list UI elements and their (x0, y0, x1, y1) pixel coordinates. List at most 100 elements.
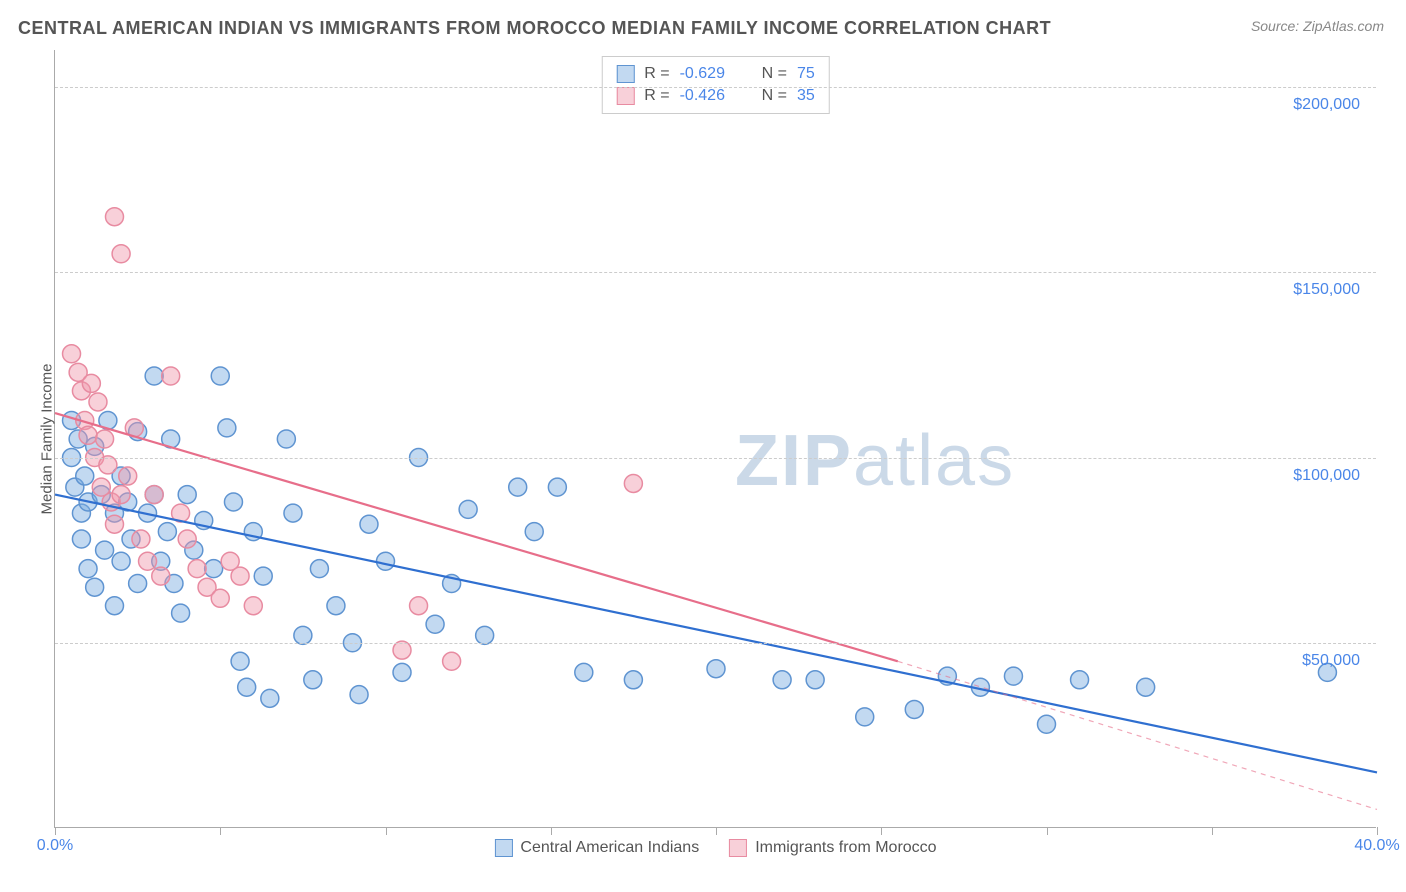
scatter-point (1004, 667, 1022, 685)
scatter-point (105, 208, 123, 226)
scatter-point (459, 500, 477, 518)
scatter-point (86, 578, 104, 596)
y-tick-label: $50,000 (1302, 652, 1360, 670)
scatter-point (856, 708, 874, 726)
scatter-point (72, 530, 90, 548)
scatter-point (1071, 671, 1089, 689)
scatter-point (624, 474, 642, 492)
scatter-point (129, 574, 147, 592)
scatter-point (188, 560, 206, 578)
scatter-point (105, 515, 123, 533)
scatter-point (89, 393, 107, 411)
x-tick (1212, 827, 1213, 835)
scatter-point (377, 552, 395, 570)
scatter-point (476, 626, 494, 644)
scatter-point (224, 493, 242, 511)
gridline-h (55, 87, 1376, 88)
scatter-point (96, 430, 114, 448)
gridline-h (55, 458, 1376, 459)
series-legend: Central American Indians Immigrants from … (494, 839, 936, 857)
scatter-point (112, 486, 130, 504)
scatter-point (76, 467, 94, 485)
y-tick-label: $200,000 (1293, 96, 1360, 114)
scatter-point (806, 671, 824, 689)
scatter-point (112, 245, 130, 263)
scatter-point (82, 374, 100, 392)
scatter-point (231, 567, 249, 585)
scatter-point (294, 626, 312, 644)
scatter-point (105, 597, 123, 615)
x-tick-label: 0.0% (37, 837, 73, 855)
scatter-point (238, 678, 256, 696)
scatter-point (327, 597, 345, 615)
scatter-point (211, 367, 229, 385)
scatter-point (119, 467, 137, 485)
y-tick-label: $150,000 (1293, 281, 1360, 299)
scatter-point (254, 567, 272, 585)
scatter-point (1137, 678, 1155, 696)
scatter-point (231, 652, 249, 670)
scatter-point (443, 652, 461, 670)
legend-swatch (494, 839, 512, 857)
legend-swatch (729, 839, 747, 857)
scatter-point (1038, 715, 1056, 733)
chart-svg (55, 50, 1376, 827)
scatter-point (304, 671, 322, 689)
scatter-point (112, 552, 130, 570)
scatter-point (162, 367, 180, 385)
scatter-point (393, 663, 411, 681)
x-tick (386, 827, 387, 835)
scatter-point (178, 530, 196, 548)
scatter-point (244, 597, 262, 615)
scatter-point (624, 671, 642, 689)
scatter-point (393, 641, 411, 659)
scatter-point (178, 486, 196, 504)
scatter-point (410, 597, 428, 615)
scatter-point (426, 615, 444, 633)
scatter-point (509, 478, 527, 496)
scatter-point (145, 367, 163, 385)
scatter-point (63, 345, 81, 363)
scatter-point (310, 560, 328, 578)
series-legend-item: Central American Indians (494, 839, 699, 857)
scatter-point (773, 671, 791, 689)
x-tick (551, 827, 552, 835)
series-legend-label: Central American Indians (520, 839, 699, 857)
scatter-point (158, 523, 176, 541)
scatter-point (211, 589, 229, 607)
scatter-point (350, 686, 368, 704)
scatter-point (905, 700, 923, 718)
scatter-point (152, 567, 170, 585)
scatter-point (284, 504, 302, 522)
x-tick (716, 827, 717, 835)
scatter-point (525, 523, 543, 541)
scatter-point (548, 478, 566, 496)
series-legend-label: Immigrants from Morocco (755, 839, 936, 857)
source-attribution: Source: ZipAtlas.com (1251, 18, 1384, 34)
y-axis-label: Median Family Income (39, 363, 56, 514)
scatter-point (99, 456, 117, 474)
scatter-point (145, 486, 163, 504)
gridline-h (55, 272, 1376, 273)
scatter-point (205, 560, 223, 578)
chart-title: CENTRAL AMERICAN INDIAN VS IMMIGRANTS FR… (18, 18, 1051, 39)
scatter-point (360, 515, 378, 533)
scatter-point (277, 430, 295, 448)
scatter-point (139, 552, 157, 570)
x-tick (1377, 827, 1378, 835)
x-tick-label: 40.0% (1354, 837, 1399, 855)
x-tick (55, 827, 56, 835)
plot-area: Median Family Income ZIPatlas R =-0.629N… (54, 50, 1376, 828)
scatter-point (132, 530, 150, 548)
y-tick-label: $100,000 (1293, 467, 1360, 485)
x-tick (220, 827, 221, 835)
scatter-point (172, 604, 190, 622)
x-tick (1047, 827, 1048, 835)
scatter-point (79, 426, 97, 444)
scatter-point (707, 660, 725, 678)
series-legend-item: Immigrants from Morocco (729, 839, 936, 857)
gridline-h (55, 643, 1376, 644)
scatter-point (575, 663, 593, 681)
scatter-point (218, 419, 236, 437)
scatter-point (96, 541, 114, 559)
